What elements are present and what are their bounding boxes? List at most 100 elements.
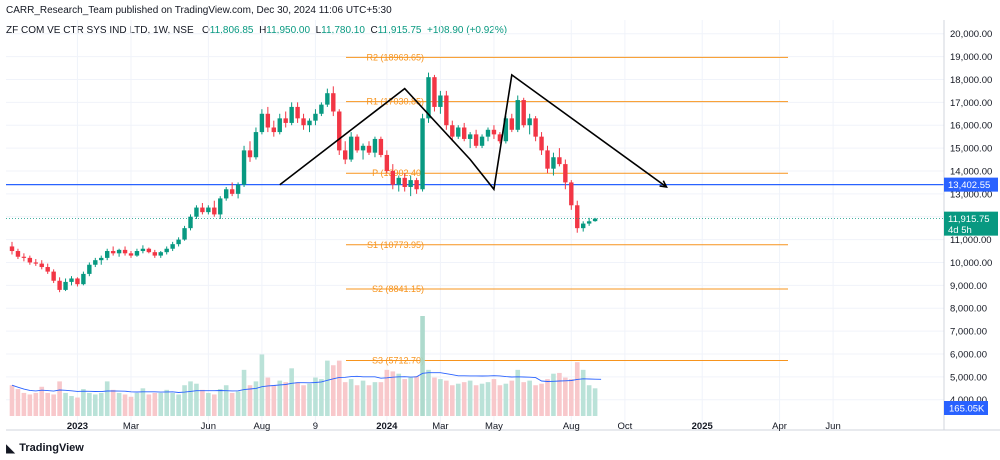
price-tick-label: 14,000.00 — [950, 166, 992, 177]
volume-bar — [122, 394, 128, 416]
candle-body — [253, 132, 259, 158]
candle-body — [378, 138, 384, 155]
candle-body — [164, 248, 169, 253]
volume-bar — [366, 385, 372, 416]
candle — [360, 143, 366, 160]
candle-body — [194, 207, 199, 217]
volume-bar — [533, 385, 538, 416]
volume-bar — [569, 379, 574, 416]
candle — [581, 221, 586, 232]
volume-bar — [509, 380, 515, 416]
volume-bar — [212, 394, 217, 416]
volume-bar — [444, 380, 449, 416]
volume-bar — [134, 392, 140, 416]
volume-bar — [354, 385, 360, 416]
volume-bar — [301, 385, 306, 416]
candle — [206, 205, 211, 215]
candle — [259, 109, 265, 135]
candle — [378, 136, 384, 158]
volume-bar — [229, 392, 235, 416]
volume-bar — [27, 394, 33, 416]
volume-bar — [116, 392, 122, 416]
candle — [313, 109, 318, 126]
candle — [563, 159, 568, 190]
time-tick-label: Jun — [201, 421, 216, 432]
candle-body — [491, 129, 497, 135]
time-tick-label: Oct — [617, 421, 632, 432]
candle — [45, 263, 50, 274]
volume-bar — [104, 381, 110, 416]
volume-bar — [414, 376, 419, 416]
trendlines[interactable] — [279, 73, 668, 192]
candle — [253, 127, 259, 160]
bar-countdown: 4d 5h — [948, 225, 972, 236]
time-tick-label: 2023 — [67, 421, 88, 432]
candle-body — [438, 95, 443, 107]
volume-bar — [283, 382, 288, 416]
price-tick-label: 15,000.00 — [950, 144, 992, 155]
volume-bar — [98, 392, 104, 416]
pivot-label: S2 (8841.15) — [372, 284, 424, 294]
trendline — [279, 73, 667, 192]
time-tick-label: Mar — [432, 421, 448, 432]
candle-body — [479, 136, 485, 146]
brand-name: TradingView — [19, 442, 84, 454]
volume-bar — [450, 385, 455, 416]
volume-bar — [325, 360, 330, 416]
candle — [301, 113, 306, 130]
candle-body — [158, 252, 163, 256]
candle-body — [57, 280, 62, 290]
close-value: 11,915.75 — [377, 25, 422, 36]
candle-body — [265, 113, 271, 128]
trendline-arrowhead — [659, 180, 668, 189]
candle-body — [110, 251, 116, 254]
candle — [307, 118, 312, 133]
volume-bar — [170, 392, 175, 416]
tradingview-logo-icon: ◣ — [6, 441, 16, 455]
candle-body — [146, 248, 152, 253]
candle — [87, 262, 92, 277]
brand-logo[interactable]: ◣ TradingView — [6, 441, 84, 455]
symbol-legend[interactable]: ZF COM VE CTR SYS IND LTD, 1W, NSE O11,8… — [6, 25, 507, 36]
candle — [39, 260, 44, 270]
price-tick-label: 6,000.00 — [950, 349, 987, 360]
candle — [247, 141, 253, 162]
candle — [110, 246, 116, 256]
volume-bar — [432, 377, 437, 416]
symbol-name[interactable]: ZF COM VE CTR SYS IND LTD, 1W, NSE — [6, 25, 194, 36]
candle — [551, 152, 556, 176]
low-label: L — [315, 25, 322, 36]
candle — [128, 251, 134, 258]
pivot-levels: R2 (18963.65) R1 (17030.85) P (13902.40) S1… — [346, 52, 788, 366]
candle — [456, 125, 461, 139]
candle — [473, 129, 479, 149]
volume-bar — [521, 382, 526, 416]
candle — [414, 177, 419, 194]
candle-body — [569, 182, 574, 206]
time-axis[interactable]: 2023 Mar Jun Aug 9 2024 Mar May Aug Oct 2025 Apr Jun — [6, 421, 1000, 432]
candle — [331, 86, 336, 117]
volume-bar — [146, 394, 152, 416]
volume-bar — [253, 381, 259, 416]
candle-body — [69, 278, 74, 282]
candle-body — [485, 129, 491, 137]
candle-body — [200, 207, 205, 213]
candle — [229, 182, 235, 197]
volume-bar — [557, 372, 562, 416]
volume-bar — [586, 385, 592, 416]
volume-bar — [479, 383, 485, 416]
candle-body — [140, 248, 146, 252]
candle — [182, 225, 187, 241]
open-value: 11,806.85 — [209, 25, 254, 36]
volume-bar — [473, 385, 479, 416]
price-tick-label: 4,000.00 — [950, 395, 987, 406]
price-tick-label: 20,000.00 — [950, 29, 992, 40]
price-tick-label: 11,000.00 — [950, 235, 992, 246]
candle — [515, 95, 520, 133]
volume-bar — [164, 389, 169, 416]
candle — [366, 141, 372, 155]
volume-bar — [45, 392, 50, 416]
candle — [224, 186, 229, 201]
volume-bar — [402, 379, 407, 416]
